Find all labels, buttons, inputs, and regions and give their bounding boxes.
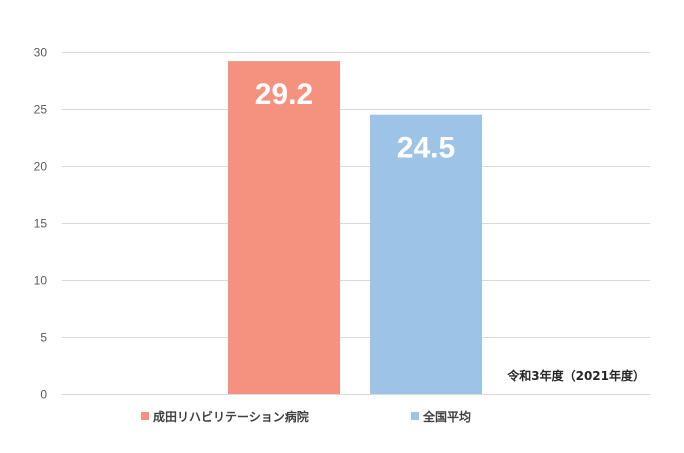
y-tick-label-30: 30 xyxy=(34,46,48,60)
y-tick-label-20: 20 xyxy=(34,160,48,174)
y-tick-label-10: 10 xyxy=(34,274,48,288)
y-tick-label-15: 15 xyxy=(34,217,48,231)
y-tick-label-5: 5 xyxy=(40,331,47,345)
data-label-1: 24.5 xyxy=(397,132,455,165)
bar-1 xyxy=(370,114,482,394)
data-label-0: 29.2 xyxy=(255,78,313,111)
y-tick-label-0: 0 xyxy=(40,388,47,402)
legend: 成田リハビリテーション病院 全国平均 xyxy=(141,409,471,424)
period-annotation: 令和3年度（2021年度） xyxy=(506,368,645,383)
legend-swatch-narita xyxy=(141,412,149,420)
gridlines xyxy=(62,52,650,395)
bar-0 xyxy=(228,61,340,395)
legend-item-narita: 成田リハビリテーション病院 xyxy=(141,409,309,424)
legend-item-national-average: 全国平均 xyxy=(411,409,471,424)
legend-swatch-national-average xyxy=(411,412,419,420)
y-tick-label-25: 25 xyxy=(34,103,48,117)
data-labels: 29.2 24.5 xyxy=(255,78,455,165)
bars xyxy=(228,61,482,395)
legend-label-narita: 成田リハビリテーション病院 xyxy=(153,409,309,424)
legend-label-national-average: 全国平均 xyxy=(422,409,471,424)
y-axis-tick-labels: 0 5 10 15 20 25 30 xyxy=(34,46,48,402)
